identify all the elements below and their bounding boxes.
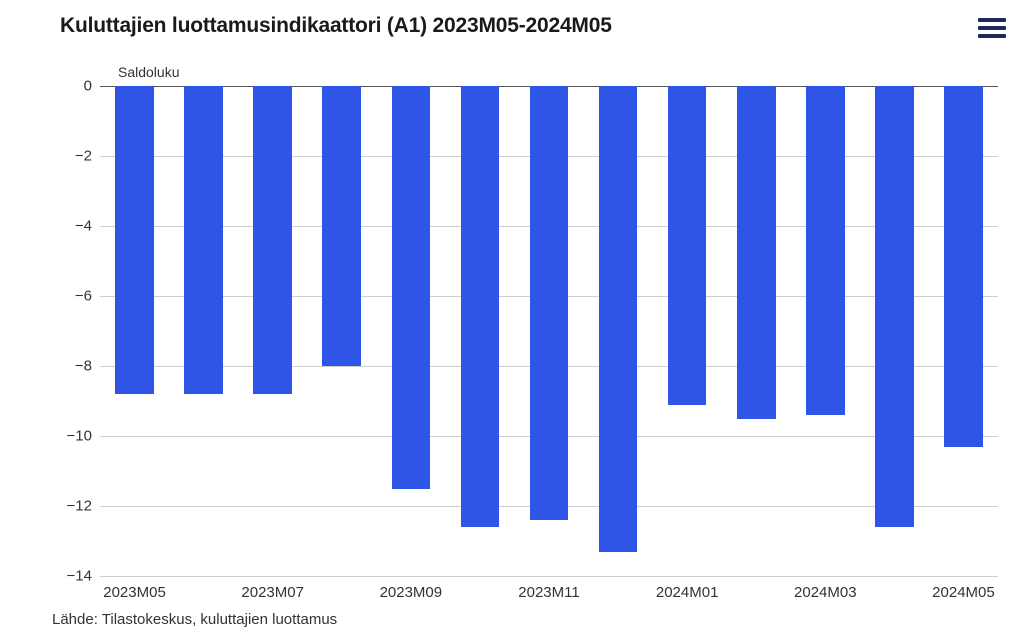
x-tick-label: 2023M11	[518, 584, 579, 601]
bar	[806, 86, 845, 415]
bar	[599, 86, 638, 552]
y-tick-label: −14	[67, 568, 92, 585]
bar	[115, 86, 154, 394]
y-tick-label: −12	[67, 498, 92, 515]
y-tick-label: −10	[67, 428, 92, 445]
y-tick-label: −6	[75, 288, 92, 305]
x-tick-label: 2024M05	[932, 584, 995, 601]
y-axis-title: Saldoluku	[118, 64, 180, 80]
hamburger-menu-button[interactable]	[978, 16, 1006, 40]
x-tick-label: 2023M05	[103, 584, 166, 601]
hamburger-menu-icon	[978, 16, 1006, 40]
y-tick-label: 0	[84, 78, 92, 95]
bar	[392, 86, 431, 489]
plot-area: 0−2−4−6−8−10−12−142023M052023M072023M092…	[100, 86, 998, 576]
chart-source: Lähde: Tilastokeskus, kuluttajien luotta…	[52, 611, 337, 628]
x-tick-label: 2024M03	[794, 584, 857, 601]
chart-container: Kuluttajien luottamusindikaattori (A1) 2…	[0, 0, 1024, 638]
y-tick-label: −8	[75, 358, 92, 375]
bar	[668, 86, 707, 405]
bar	[875, 86, 914, 527]
bar	[530, 86, 569, 520]
chart-title: Kuluttajien luottamusindikaattori (A1) 2…	[60, 14, 612, 38]
gridline	[100, 576, 998, 577]
x-tick-label: 2023M09	[380, 584, 443, 601]
bar	[322, 86, 361, 366]
bar	[461, 86, 500, 527]
bar	[944, 86, 983, 447]
y-tick-label: −2	[75, 148, 92, 165]
y-tick-label: −4	[75, 218, 92, 235]
bar	[737, 86, 776, 419]
bar	[184, 86, 223, 394]
bar	[253, 86, 292, 394]
x-tick-label: 2024M01	[656, 584, 719, 601]
x-tick-label: 2023M07	[241, 584, 304, 601]
